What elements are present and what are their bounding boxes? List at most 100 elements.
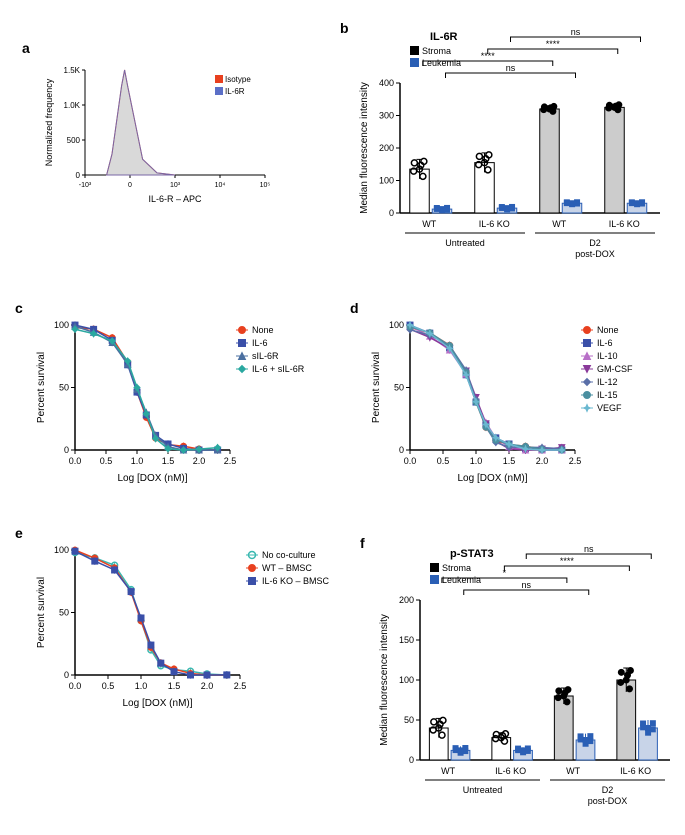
svg-text:post-DOX: post-DOX — [575, 249, 615, 259]
panel-label-f: f — [360, 535, 365, 551]
svg-text:1.5K: 1.5K — [64, 66, 81, 75]
svg-text:Normalized frequency: Normalized frequency — [44, 78, 54, 166]
svg-text:Percent survival: Percent survival — [371, 352, 382, 423]
panel-b-barchart: 0 100 200 300 400 Median fluorescence intensi… — [355, 28, 665, 268]
svg-text:IL-6 KO – BMSC: IL-6 KO – BMSC — [262, 576, 330, 586]
svg-text:200: 200 — [379, 143, 394, 153]
panel-c-linechart: 0 50 100 0.0 0.5 1.0 1.5 2.0 2.5 Percent survival… — [30, 315, 320, 485]
svg-text:Log [DOX (nM)]: Log [DOX (nM)] — [117, 473, 187, 484]
svg-text:0: 0 — [409, 755, 414, 765]
svg-text:****: **** — [546, 39, 561, 49]
panel-label-a: a — [22, 40, 30, 56]
panel-d-linechart: 0 50 100 0.0 0.5 1.0 1.5 2.0 2.5 Percent survival… — [365, 315, 665, 485]
svg-text:0.5: 0.5 — [437, 456, 450, 466]
svg-text:Stroma: Stroma — [422, 46, 451, 56]
svg-text:IL-12: IL-12 — [597, 377, 618, 387]
svg-text:VEGF: VEGF — [597, 403, 622, 413]
svg-text:0: 0 — [128, 182, 132, 189]
svg-text:None: None — [252, 325, 274, 335]
svg-text:1.0: 1.0 — [470, 456, 483, 466]
svg-text:ns: ns — [584, 545, 594, 554]
svg-text:50: 50 — [59, 383, 69, 393]
svg-text:0.0: 0.0 — [404, 456, 417, 466]
svg-text:0: 0 — [389, 208, 394, 218]
svg-text:2.0: 2.0 — [193, 456, 206, 466]
svg-text:0.5: 0.5 — [100, 456, 113, 466]
svg-text:500: 500 — [67, 136, 81, 145]
svg-text:1.0: 1.0 — [131, 456, 144, 466]
svg-text:IL-6R: IL-6R — [430, 31, 458, 43]
svg-text:100: 100 — [399, 675, 414, 685]
svg-text:Stroma: Stroma — [442, 563, 471, 573]
panel-label-d: d — [350, 300, 359, 316]
svg-text:1.5: 1.5 — [162, 456, 175, 466]
svg-text:2.5: 2.5 — [224, 456, 237, 466]
svg-text:Isotype: Isotype — [225, 75, 251, 84]
svg-text:None: None — [597, 325, 619, 335]
svg-text:IL-6 KO: IL-6 KO — [609, 219, 640, 229]
svg-text:IL-6 KO: IL-6 KO — [620, 766, 651, 776]
svg-text:1.0K: 1.0K — [64, 101, 81, 110]
svg-text:Median fluorescence intensity: Median fluorescence intensity — [379, 614, 390, 746]
svg-text:1.0: 1.0 — [135, 681, 148, 691]
svg-text:p-STAT3: p-STAT3 — [450, 548, 494, 560]
svg-text:IL-6 + sIL-6R: IL-6 + sIL-6R — [252, 364, 305, 374]
svg-text:0.0: 0.0 — [69, 456, 82, 466]
svg-text:150: 150 — [399, 635, 414, 645]
svg-text:2.0: 2.0 — [201, 681, 214, 691]
svg-text:400: 400 — [379, 78, 394, 88]
svg-text:50: 50 — [394, 383, 404, 393]
svg-text:Leukemia: Leukemia — [442, 575, 481, 585]
svg-text:200: 200 — [399, 595, 414, 605]
svg-text:2.5: 2.5 — [234, 681, 247, 691]
svg-text:WT: WT — [441, 766, 455, 776]
panel-a-histogram: 0 500 1.0K 1.5K -10³ 0 10³ 10⁴ 10⁵ Normalized fre… — [40, 60, 270, 205]
svg-text:300: 300 — [379, 111, 394, 121]
svg-text:10³: 10³ — [170, 182, 181, 189]
svg-text:WT: WT — [566, 766, 580, 776]
svg-text:50: 50 — [59, 608, 69, 618]
svg-text:post-DOX: post-DOX — [588, 796, 628, 806]
svg-text:Percent survival: Percent survival — [36, 577, 47, 648]
svg-text:10⁵: 10⁵ — [260, 182, 270, 189]
svg-text:100: 100 — [379, 176, 394, 186]
svg-text:0: 0 — [76, 171, 81, 180]
svg-text:IL-15: IL-15 — [597, 390, 618, 400]
svg-text:0: 0 — [399, 445, 404, 455]
svg-text:WT: WT — [422, 219, 436, 229]
svg-text:IL-6 KO: IL-6 KO — [479, 219, 510, 229]
svg-text:ns: ns — [571, 28, 581, 37]
svg-text:0: 0 — [64, 445, 69, 455]
svg-text:Log [DOX (nM)]: Log [DOX (nM)] — [457, 473, 527, 484]
svg-text:Untreated: Untreated — [445, 238, 485, 248]
svg-text:0: 0 — [64, 670, 69, 680]
svg-text:D2: D2 — [602, 785, 614, 795]
svg-text:1.5: 1.5 — [503, 456, 516, 466]
svg-text:GM-CSF: GM-CSF — [597, 364, 633, 374]
svg-text:Percent survival: Percent survival — [36, 352, 47, 423]
svg-text:2.0: 2.0 — [536, 456, 549, 466]
svg-text:WT – BMSC: WT – BMSC — [262, 563, 312, 573]
svg-text:Untreated: Untreated — [463, 785, 503, 795]
svg-text:1.5: 1.5 — [168, 681, 181, 691]
svg-text:ns: ns — [506, 63, 516, 73]
svg-text:100: 100 — [389, 320, 404, 330]
svg-text:WT: WT — [552, 219, 566, 229]
svg-text:IL-6-R – APC: IL-6-R – APC — [148, 194, 202, 204]
panel-label-c: c — [15, 300, 23, 316]
svg-text:ns: ns — [521, 580, 531, 590]
svg-text:IL-6: IL-6 — [252, 338, 268, 348]
svg-text:IL-10: IL-10 — [597, 351, 618, 361]
svg-text:10⁴: 10⁴ — [215, 182, 226, 189]
svg-text:0.5: 0.5 — [102, 681, 115, 691]
panel-label-e: e — [15, 525, 23, 541]
svg-text:Median fluorescence intensity: Median fluorescence intensity — [359, 82, 370, 214]
svg-text:2.5: 2.5 — [569, 456, 582, 466]
svg-text:Leukemia: Leukemia — [422, 58, 461, 68]
svg-text:****: **** — [560, 556, 575, 566]
svg-text:IL-6: IL-6 — [597, 338, 613, 348]
svg-text:IL-6R: IL-6R — [225, 87, 245, 96]
svg-text:-10³: -10³ — [79, 182, 92, 189]
svg-text:100: 100 — [54, 320, 69, 330]
svg-text:No co-culture: No co-culture — [262, 550, 316, 560]
